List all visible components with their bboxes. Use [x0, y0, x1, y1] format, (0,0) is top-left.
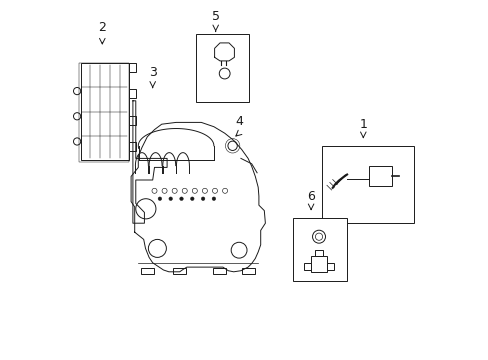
Bar — [79, 63, 129, 162]
Circle shape — [190, 197, 194, 201]
Bar — [141, 268, 153, 274]
Bar — [129, 89, 136, 98]
Bar — [138, 171, 154, 194]
Bar — [196, 34, 249, 102]
Polygon shape — [131, 122, 265, 272]
Bar — [129, 116, 136, 125]
Bar — [241, 268, 254, 274]
Bar — [129, 142, 136, 151]
Bar — [303, 263, 311, 270]
Bar — [212, 268, 225, 274]
Circle shape — [179, 197, 183, 201]
Text: 2: 2 — [98, 21, 106, 34]
Bar — [81, 63, 129, 160]
Text: 6: 6 — [306, 190, 314, 203]
Bar — [173, 268, 186, 274]
Bar — [326, 263, 334, 270]
Bar — [314, 250, 322, 256]
Bar — [292, 218, 346, 281]
Text: 5: 5 — [211, 10, 219, 23]
Circle shape — [168, 197, 172, 201]
Circle shape — [212, 197, 215, 201]
Text: 4: 4 — [235, 115, 243, 128]
Bar — [311, 256, 326, 272]
Circle shape — [201, 197, 204, 201]
Bar — [321, 146, 413, 223]
Text: 3: 3 — [148, 66, 156, 79]
Circle shape — [158, 197, 162, 201]
Text: 1: 1 — [359, 118, 366, 131]
Bar — [129, 63, 136, 72]
Bar — [368, 166, 391, 186]
